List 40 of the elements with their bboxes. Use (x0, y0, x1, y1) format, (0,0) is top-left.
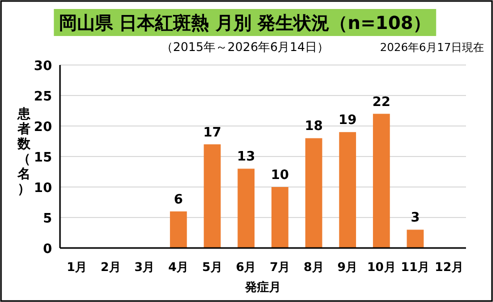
data-label: 19 (338, 113, 357, 128)
data-label: 6 (174, 192, 183, 208)
y-tick-label: 15 (34, 150, 52, 166)
x-tick-label: 12月 (434, 260, 464, 274)
bar (406, 230, 424, 248)
y-tick-label: 0 (42, 242, 52, 257)
x-tick-label: 3月 (134, 260, 155, 274)
x-tick-label: 10月 (367, 260, 396, 274)
data-label: 17 (203, 125, 222, 140)
text: 2026年6月17日現在 (380, 41, 484, 54)
x-tick-label: 9月 (337, 260, 358, 274)
x-tick-label: 1月 (66, 260, 88, 274)
x-tick-label: 6月 (236, 260, 256, 274)
bar (271, 187, 288, 248)
x-axis-title: 発症月 (244, 280, 281, 294)
y-tick-label: 10 (34, 181, 52, 196)
x-tick-label: 11月 (400, 260, 430, 274)
data-label: 13 (237, 150, 256, 165)
chart-title: 岡山県 日本紅斑熱 月別 発生状況（n=108） (58, 13, 432, 34)
data-label: 18 (304, 119, 323, 134)
y-axis-title: 患者数（名） (16, 106, 32, 197)
x-tick-label: 4月 (168, 260, 189, 274)
y-tick-label: 30 (34, 59, 52, 74)
y-tick-label: 25 (34, 90, 52, 104)
chart-subtitle: （2015年～2026年6月14日） (161, 40, 329, 54)
bar (339, 132, 356, 248)
bar (238, 168, 255, 248)
bar (372, 114, 390, 248)
bar (305, 138, 322, 248)
y-tick-label: 20 (34, 120, 52, 135)
bar (170, 211, 187, 248)
data-label: 10 (270, 168, 289, 183)
x-tick-label: 8月 (304, 260, 324, 274)
data-label: 22 (372, 94, 390, 110)
x-tick-label: 7月 (270, 260, 290, 274)
x-tick-label: 2月 (100, 260, 121, 274)
data-label: 3 (410, 210, 420, 226)
y-tick-label: 5 (42, 212, 52, 226)
bar (204, 144, 221, 248)
x-tick-label: 5月 (202, 260, 222, 274)
